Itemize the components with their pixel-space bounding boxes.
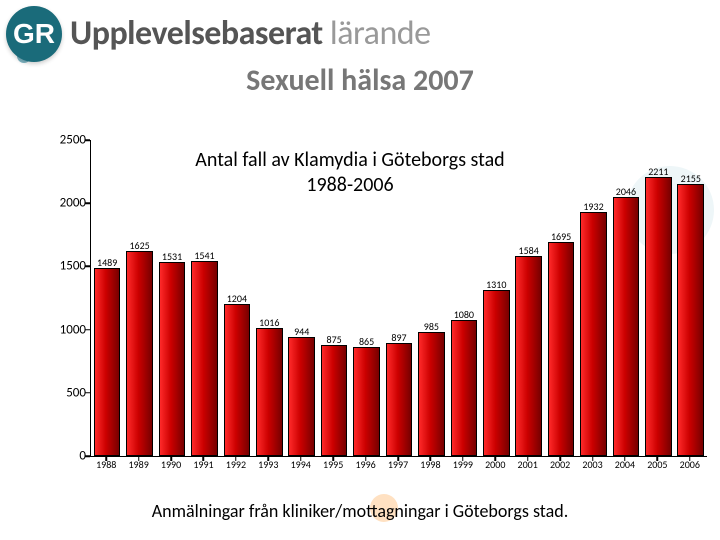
footer-note: Anmälningar från kliniker/mottagningar i… <box>0 500 720 522</box>
bar-value-label: 2211 <box>646 167 671 178</box>
x-tick-label: 2005 <box>647 458 667 471</box>
y-tick-mark <box>85 392 90 394</box>
bar: 2155 <box>677 184 704 456</box>
plot-area: 1489162515311541120410169448758658979851… <box>90 140 707 457</box>
bar-value-label: 1541 <box>192 251 217 262</box>
bar-value-label: 2155 <box>678 174 703 185</box>
x-tick-label: 1998 <box>420 458 440 471</box>
bar: 1489 <box>94 268 121 456</box>
bar-value-label: 985 <box>419 322 444 333</box>
y-tick-label: 0 <box>46 449 86 464</box>
x-tick-label: 1988 <box>96 458 116 471</box>
bar: 1310 <box>483 290 510 456</box>
x-tick-label: 1993 <box>258 458 278 471</box>
bar: 1932 <box>580 212 607 456</box>
bar: 1584 <box>515 256 542 456</box>
bar: 1541 <box>191 261 218 456</box>
bar: 985 <box>418 332 445 457</box>
y-tick-label: 1500 <box>46 259 86 274</box>
bar-value-label: 1016 <box>257 318 282 329</box>
bar-value-label: 1531 <box>160 252 185 263</box>
bar-value-label: 2046 <box>614 187 639 198</box>
bar: 1080 <box>451 320 478 457</box>
x-tick-label: 1992 <box>226 458 246 471</box>
bar: 2046 <box>613 197 640 456</box>
x-tick-label: 1990 <box>161 458 181 471</box>
y-tick-mark <box>85 139 90 141</box>
bar-value-label: 865 <box>354 337 379 348</box>
x-tick-label: 1999 <box>453 458 473 471</box>
bar-value-label: 1310 <box>484 280 509 291</box>
x-tick-label: 2003 <box>582 458 602 471</box>
x-tick-label: 2004 <box>615 458 635 471</box>
bar: 865 <box>353 347 380 456</box>
bar-value-label: 897 <box>387 333 412 344</box>
bar-value-label: 875 <box>322 335 347 346</box>
y-tick-mark <box>85 455 90 457</box>
bar: 1695 <box>548 242 575 456</box>
bar-value-label: 1489 <box>95 258 120 269</box>
page-title: Sexuell hälsa 2007 <box>0 62 720 99</box>
bar: 1625 <box>126 251 153 456</box>
logo-word-strong: Upplevelsebaserat <box>70 13 323 54</box>
x-tick-label: 1989 <box>128 458 148 471</box>
x-tick-label: 2002 <box>550 458 570 471</box>
bar-value-label: 1204 <box>225 294 250 305</box>
y-tick-mark <box>85 329 90 331</box>
bar: 944 <box>288 337 315 456</box>
x-tick-label: 1994 <box>291 458 311 471</box>
logo-text: Upplevelsebaserat lärande <box>70 17 431 51</box>
bar: 1016 <box>256 328 283 456</box>
logo-word-light: lärande <box>330 13 431 54</box>
y-tick-mark <box>85 202 90 204</box>
bar-value-label: 1695 <box>549 232 574 243</box>
bar: 897 <box>386 343 413 456</box>
bar-value-label: 944 <box>289 327 314 338</box>
bar: 2211 <box>645 177 672 456</box>
y-tick-label: 1000 <box>46 322 86 337</box>
bar: 1531 <box>159 262 186 456</box>
x-tick-label: 2006 <box>680 458 700 471</box>
x-tick-label: 1997 <box>388 458 408 471</box>
bar: 1204 <box>224 304 251 456</box>
y-tick-label: 2500 <box>46 133 86 148</box>
x-tick-label: 1991 <box>193 458 213 471</box>
bar-value-label: 1932 <box>581 202 606 213</box>
bar-chart: 1489162515311541120410169448758658979851… <box>46 140 706 480</box>
x-tick-label: 2001 <box>518 458 538 471</box>
bar-value-label: 1080 <box>452 310 477 321</box>
logo-badge: GR <box>6 6 62 62</box>
bar-value-label: 1584 <box>516 246 541 257</box>
x-tick-label: 1995 <box>323 458 343 471</box>
y-tick-label: 2000 <box>46 196 86 211</box>
x-tick-label: 2000 <box>485 458 505 471</box>
y-tick-mark <box>85 266 90 268</box>
bar: 875 <box>321 345 348 456</box>
bar-value-label: 1625 <box>127 241 152 252</box>
brand-logo: GR Upplevelsebaserat lärande <box>6 6 431 62</box>
y-tick-label: 500 <box>46 385 86 400</box>
x-tick-label: 1996 <box>355 458 375 471</box>
